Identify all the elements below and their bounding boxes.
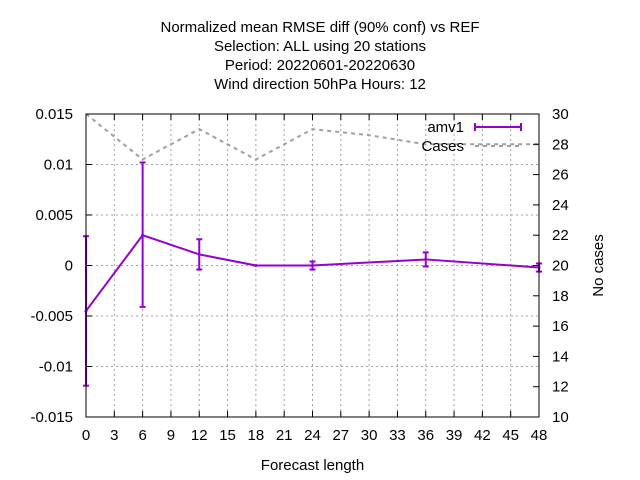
x-tick-label: 36 [417, 427, 434, 444]
y2-tick-label: 28 [552, 136, 569, 153]
legend-label-amv1: amv1 [427, 119, 464, 136]
y-tick-label: -0.01 [39, 359, 73, 376]
chart-title: Normalized mean RMSE diff (90% conf) vs … [161, 19, 480, 93]
x-tick-label: 18 [248, 427, 265, 444]
amv1-point [311, 264, 314, 267]
title-line-1: Normalized mean RMSE diff (90% conf) vs … [161, 19, 480, 36]
amv1-errorbar [139, 161, 146, 308]
x-tick-label: 27 [332, 427, 349, 444]
legend-entry-cases: Cases [421, 138, 521, 155]
cases-series [85, 113, 539, 161]
y2-tick-label: 12 [552, 379, 569, 396]
y-tick-label: 0.005 [35, 207, 73, 224]
x-tick-label: 3 [110, 427, 118, 444]
x-tick-label: 48 [531, 427, 548, 444]
amv1-errorbar [252, 264, 259, 267]
x-tick-label: 9 [167, 427, 175, 444]
amv1-errorbar [309, 260, 316, 271]
y-tick-label: -0.005 [30, 308, 73, 325]
legend-label-cases: Cases [421, 138, 464, 155]
amv1-point [254, 264, 258, 267]
amv1-point [197, 252, 201, 256]
y2-tick-label: 26 [552, 167, 569, 184]
y-axis-ticks: -0.015 -0.01 -0.005 0 0.005 0.01 0.015 [30, 106, 92, 426]
y-tick-label: -0.015 [30, 409, 73, 426]
amv1-errorbar [422, 251, 429, 268]
y2-axis-ticks: 10 12 14 16 18 20 22 24 26 28 30 [533, 106, 569, 426]
y2-tick-label: 20 [552, 258, 569, 275]
y2-tick-label: 24 [552, 197, 569, 214]
legend-entry-amv1: amv1 [427, 119, 522, 136]
y-tick-label: 0 [65, 258, 73, 275]
title-line-4: Wind direction 50hPa Hours: 12 [214, 76, 426, 93]
x-tick-label: 33 [389, 427, 406, 444]
y2-tick-label: 14 [552, 348, 569, 365]
y-tick-label: 0.015 [35, 106, 73, 123]
x-tick-label: 24 [304, 427, 321, 444]
y2-tick-label: 22 [552, 227, 569, 244]
title-line-3: Period: 20220601-20220630 [225, 57, 415, 74]
title-line-2: Selection: ALL using 20 stations [214, 38, 426, 55]
amv1-point [424, 257, 428, 261]
y2-tick-label: 10 [552, 409, 569, 426]
y-tick-label: 0.01 [44, 157, 73, 174]
x-tick-label: 39 [446, 427, 463, 444]
x-tick-label: 42 [474, 427, 491, 444]
cases-line [85, 113, 539, 161]
y2-axis-label: No cases [590, 234, 607, 297]
x-tick-label: 15 [219, 427, 236, 444]
x-axis-ticks: 0 3 6 9 12 15 18 21 24 27 30 33 36 39 42 45 48 [82, 114, 548, 444]
x-tick-label: 30 [361, 427, 378, 444]
x-tick-label: 21 [276, 427, 293, 444]
x-axis-label: Forecast length [261, 457, 364, 474]
amv1-errorbar [196, 238, 203, 271]
x-tick-label: 6 [138, 427, 146, 444]
y2-tick-label: 16 [552, 318, 569, 335]
x-tick-label: 0 [82, 427, 90, 444]
y2-tick-label: 18 [552, 288, 569, 305]
amv1-point [141, 233, 145, 237]
x-tick-label: 12 [191, 427, 208, 444]
legend: amv1 Cases [421, 119, 522, 155]
y2-tick-label: 30 [552, 106, 569, 123]
x-tick-label: 45 [502, 427, 519, 444]
